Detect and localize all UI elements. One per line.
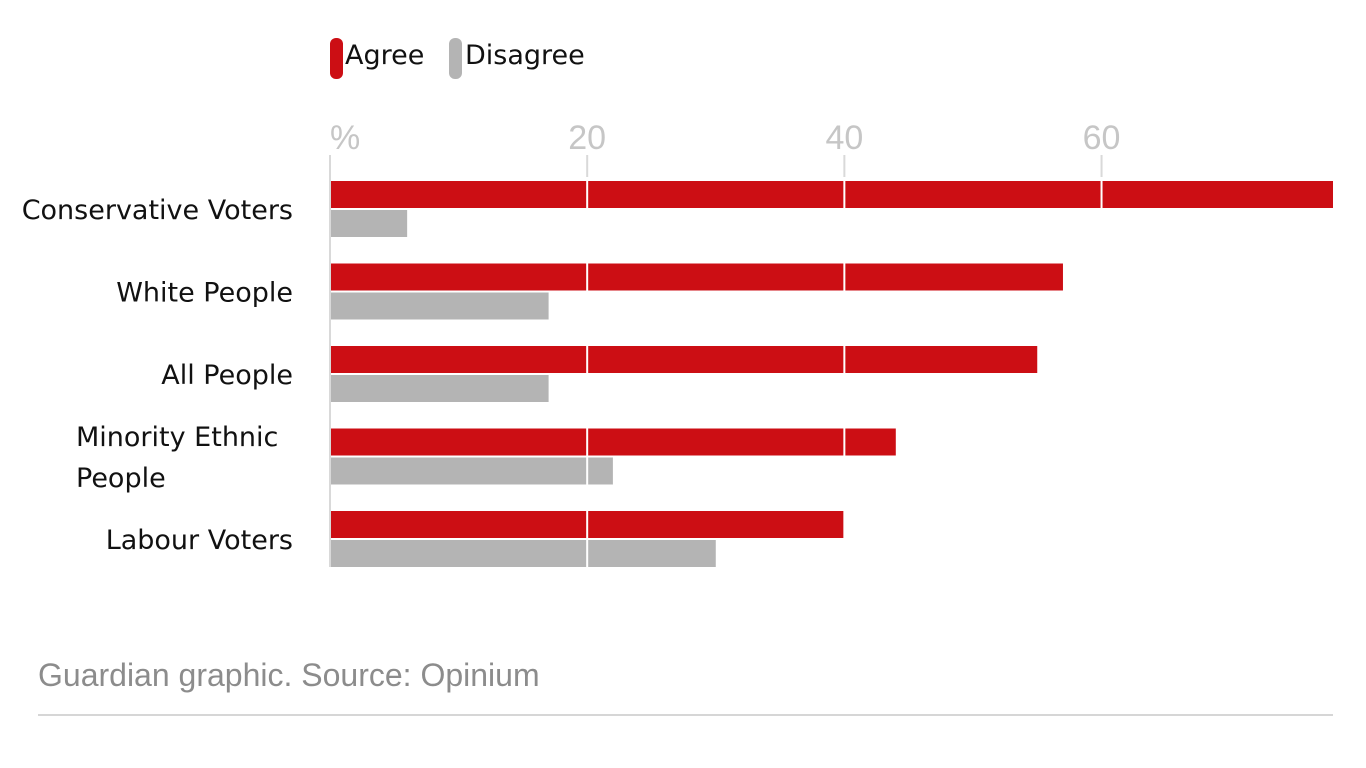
x-tick-label: 40 — [825, 119, 863, 157]
bar-disagree — [330, 375, 549, 402]
gridlines — [329, 155, 1103, 567]
category-label-line: All People — [161, 360, 293, 391]
bar-disagree — [330, 210, 408, 237]
legend-label-agree: Agree — [345, 40, 424, 71]
category-label: Labour Voters — [106, 525, 293, 556]
bar-disagree — [330, 292, 549, 320]
category-label-line: Labour Voters — [106, 525, 293, 556]
category-label: Minority Ethnic People — [76, 422, 278, 494]
bar-agree — [330, 181, 1333, 208]
x-tick-label: 20 — [568, 119, 606, 157]
legend-swatch-agree — [330, 38, 343, 79]
category-label-line: White People — [116, 278, 293, 309]
legend-swatch-disagree — [449, 38, 462, 79]
category-label-line: Conservative Voters — [22, 195, 293, 226]
legend-label-disagree: Disagree — [465, 40, 585, 71]
x-axis-ticks: % 20 40 60 — [330, 119, 1120, 157]
bar-agree — [330, 428, 896, 456]
category-labels: Conservative Voters White People All Peopl… — [22, 195, 293, 556]
category-label: All People — [161, 360, 293, 391]
x-tick-label: 60 — [1083, 119, 1121, 157]
bar-disagree — [330, 457, 613, 485]
category-label: Conservative Voters — [22, 195, 293, 226]
category-label: White People — [116, 278, 293, 309]
bar-agree — [330, 346, 1038, 373]
source-note: Guardian graphic. Source: Opinium — [38, 657, 540, 693]
bar-disagree — [330, 540, 716, 567]
category-label-line: People — [76, 463, 166, 494]
legend: Agree Disagree — [330, 38, 585, 79]
x-tick-label: % — [330, 119, 360, 157]
bars — [330, 181, 1333, 567]
category-label-line: Minority Ethnic — [76, 422, 278, 453]
bar-agree — [330, 263, 1063, 291]
